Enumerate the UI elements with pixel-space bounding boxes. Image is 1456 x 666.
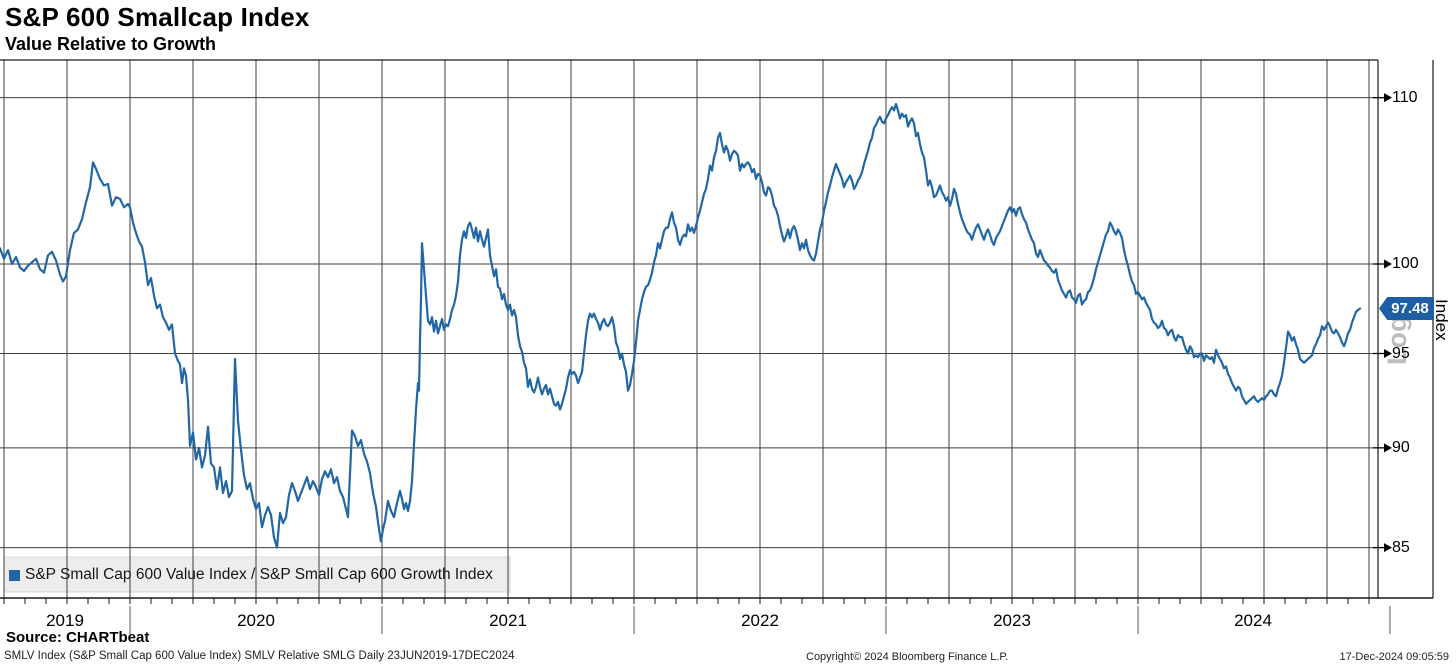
last-value-badge: 97.48 [1379, 297, 1434, 321]
x-year-label: 2022 [741, 611, 779, 630]
series-line [0, 102, 1362, 549]
chart-title: S&P 600 Smallcap Index [5, 2, 310, 32]
y-tick-arrow-icon [1384, 349, 1392, 359]
chart-subtitle: Value Relative to Growth [5, 34, 217, 54]
y-tick-arrow-icon [1384, 259, 1392, 269]
y-tick-label: 110 [1392, 88, 1418, 106]
copyright-notice: Copyright© 2024 Bloomberg Finance L.P. [806, 651, 1009, 663]
y-tick-label: 90 [1392, 438, 1410, 456]
y-tick-arrow-icon [1384, 443, 1392, 453]
x-year-label: 2024 [1234, 611, 1272, 630]
y-tick-arrow-icon [1384, 543, 1392, 553]
legend-background [3, 556, 511, 593]
legend-label: S&P Small Cap 600 Value Index / S&P Smal… [25, 566, 493, 583]
x-year-label: 2023 [993, 611, 1031, 630]
series-marker-icon [9, 569, 20, 581]
x-year-label: 2020 [237, 611, 275, 630]
y-tick-label: 100 [1392, 255, 1419, 272]
y-axis-title: Index [1432, 299, 1451, 341]
legend: S&P Small Cap 600 Value Index / S&P Smal… [9, 566, 493, 584]
security-description: SMLV Index (S&P Small Cap 600 Value Inde… [4, 650, 515, 662]
y-tick-label: 85 [1392, 538, 1410, 556]
x-year-label: 2019 [46, 611, 84, 630]
y-tick-label: 95 [1392, 344, 1410, 362]
x-year-label: 2021 [489, 611, 527, 630]
source-label: Source: CHARTbeat [6, 629, 150, 646]
timestamp: 17-Dec-2024 09:05:59 [1339, 651, 1449, 663]
y-tick-arrow-icon [1384, 93, 1392, 103]
